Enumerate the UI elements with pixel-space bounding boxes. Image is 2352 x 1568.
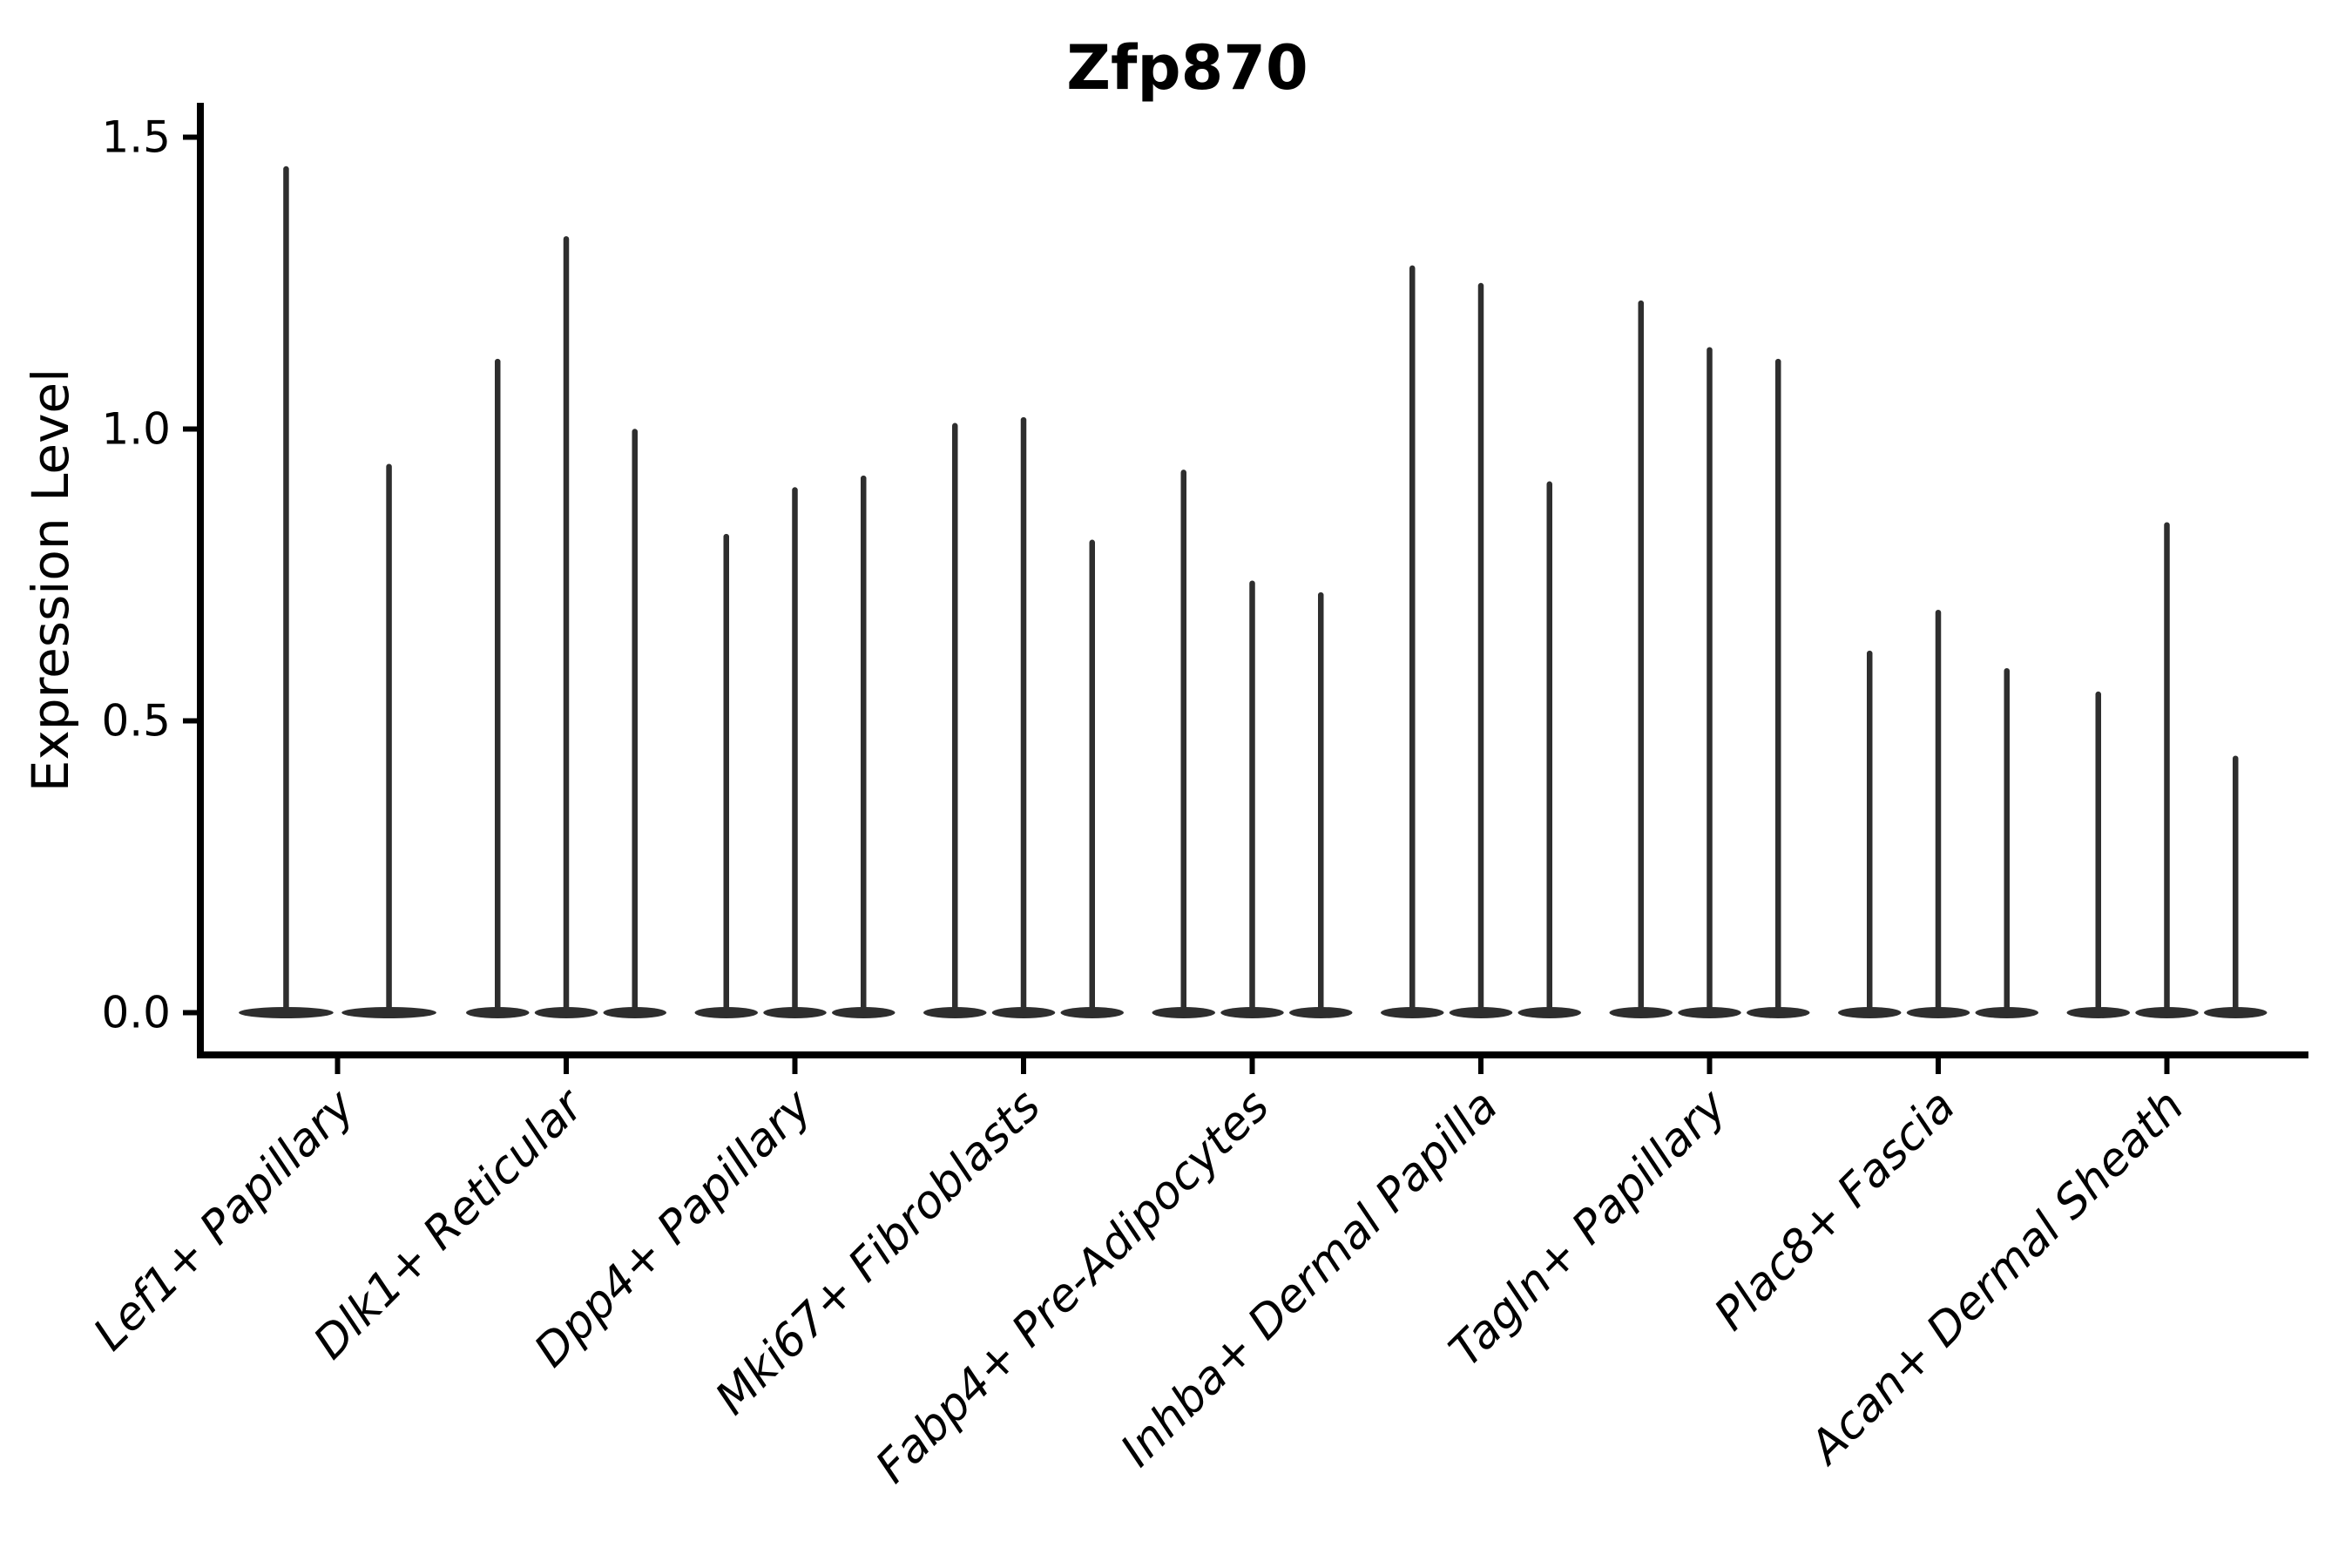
y-axis-spine xyxy=(197,103,204,1058)
y-tick-label: 0.5 xyxy=(101,696,171,747)
category-label: Acan+ Dermal Sheath xyxy=(1799,1080,2194,1476)
category-label: Inhba+ Dermal Papilla xyxy=(1111,1080,1508,1477)
y-tick-label: 0.0 xyxy=(101,988,171,1038)
category-label: Fabp4+ Pre-Adipocytes xyxy=(866,1080,1280,1494)
x-axis-spine xyxy=(197,1051,2308,1058)
y-tick-label: 1.0 xyxy=(101,404,171,455)
chart-title: Zfp870 xyxy=(1066,32,1308,104)
y-tick-label: 1.5 xyxy=(101,112,171,163)
y-axis-label: Expression Level xyxy=(21,368,80,792)
category-label: Plac8+ Fascia xyxy=(1705,1080,1965,1341)
